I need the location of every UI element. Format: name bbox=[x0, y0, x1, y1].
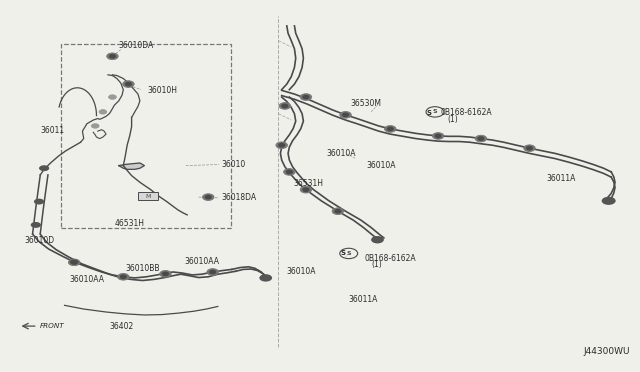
Text: 46531H: 46531H bbox=[115, 219, 145, 228]
Bar bbox=[61, 44, 230, 228]
Text: 36011A: 36011A bbox=[349, 295, 378, 304]
Text: 36011A: 36011A bbox=[547, 174, 576, 183]
Text: S: S bbox=[427, 110, 432, 116]
Text: 0B168-6162A: 0B168-6162A bbox=[365, 254, 417, 263]
Text: 36530M: 36530M bbox=[351, 99, 381, 108]
Circle shape bbox=[202, 194, 214, 201]
Circle shape bbox=[31, 222, 41, 228]
Text: 36011: 36011 bbox=[40, 126, 65, 135]
Text: S: S bbox=[433, 109, 437, 114]
Circle shape bbox=[109, 95, 116, 99]
Text: M: M bbox=[145, 193, 151, 199]
Circle shape bbox=[123, 81, 134, 87]
Circle shape bbox=[205, 195, 211, 199]
Circle shape bbox=[332, 208, 344, 215]
Circle shape bbox=[303, 95, 309, 99]
Circle shape bbox=[433, 133, 444, 139]
Circle shape bbox=[210, 270, 216, 274]
Text: 36402: 36402 bbox=[109, 321, 134, 331]
Circle shape bbox=[109, 55, 115, 58]
Polygon shape bbox=[119, 163, 145, 169]
Text: (1): (1) bbox=[372, 260, 383, 269]
Circle shape bbox=[71, 261, 77, 264]
Circle shape bbox=[70, 259, 79, 264]
Text: (1): (1) bbox=[447, 115, 458, 124]
Circle shape bbox=[259, 274, 272, 282]
Circle shape bbox=[282, 104, 288, 108]
Text: 0B168-6162A: 0B168-6162A bbox=[440, 108, 492, 117]
Circle shape bbox=[527, 147, 532, 150]
Bar bbox=[138, 192, 159, 200]
Circle shape bbox=[435, 134, 441, 138]
Circle shape bbox=[99, 110, 107, 114]
Text: J44300WU: J44300WU bbox=[583, 347, 630, 356]
Text: 36010A: 36010A bbox=[287, 267, 316, 276]
Circle shape bbox=[387, 127, 393, 131]
Circle shape bbox=[68, 259, 80, 266]
Circle shape bbox=[385, 126, 396, 132]
Circle shape bbox=[92, 124, 99, 128]
Text: 36010AA: 36010AA bbox=[70, 275, 105, 284]
Circle shape bbox=[300, 186, 312, 193]
Circle shape bbox=[276, 142, 287, 148]
Circle shape bbox=[39, 165, 49, 171]
Circle shape bbox=[34, 199, 44, 205]
Text: 36010H: 36010H bbox=[148, 86, 177, 95]
Circle shape bbox=[125, 83, 131, 86]
Circle shape bbox=[478, 137, 484, 140]
Circle shape bbox=[475, 135, 486, 142]
Circle shape bbox=[303, 188, 309, 191]
Text: S: S bbox=[340, 250, 346, 256]
Circle shape bbox=[279, 144, 285, 147]
Text: 36018DA: 36018DA bbox=[221, 193, 256, 202]
Circle shape bbox=[120, 275, 126, 279]
Circle shape bbox=[602, 197, 616, 205]
Circle shape bbox=[342, 113, 348, 116]
Text: 36010BB: 36010BB bbox=[125, 264, 160, 273]
Text: 36010D: 36010D bbox=[24, 236, 54, 246]
Circle shape bbox=[300, 94, 312, 100]
Circle shape bbox=[160, 270, 172, 277]
Circle shape bbox=[340, 112, 351, 118]
Circle shape bbox=[118, 273, 129, 280]
Text: 36010A: 36010A bbox=[366, 161, 396, 170]
Circle shape bbox=[107, 53, 118, 60]
Text: 36010: 36010 bbox=[221, 160, 245, 169]
Circle shape bbox=[207, 269, 218, 275]
Circle shape bbox=[371, 236, 384, 243]
Text: 36010A: 36010A bbox=[326, 149, 356, 158]
Circle shape bbox=[279, 103, 291, 109]
Circle shape bbox=[287, 170, 292, 174]
Circle shape bbox=[163, 272, 168, 276]
Text: S: S bbox=[346, 251, 351, 256]
Circle shape bbox=[335, 209, 340, 213]
Circle shape bbox=[524, 145, 535, 151]
Text: 36010DA: 36010DA bbox=[119, 41, 154, 50]
Text: 36010AA: 36010AA bbox=[184, 257, 220, 266]
Circle shape bbox=[284, 169, 295, 175]
Text: FRONT: FRONT bbox=[40, 323, 65, 329]
Text: 36531H: 36531H bbox=[293, 179, 323, 187]
